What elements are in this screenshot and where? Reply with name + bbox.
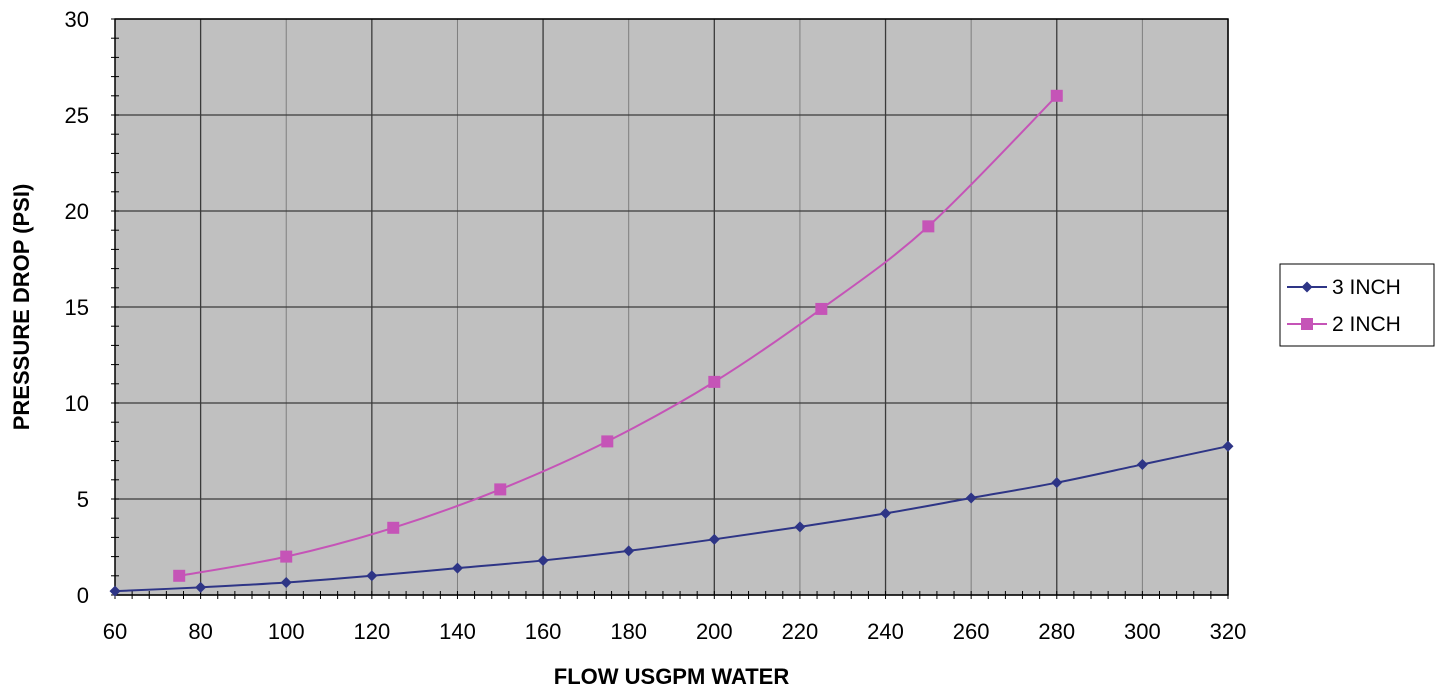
x-tick-label: 280 xyxy=(1038,619,1075,644)
y-tick-label: 5 xyxy=(77,487,89,512)
data-point-3-inch xyxy=(965,492,977,504)
data-point-3-inch xyxy=(280,577,292,589)
data-point-2-inch xyxy=(815,302,828,315)
x-tick-label: 180 xyxy=(610,619,647,644)
data-point-3-inch xyxy=(1051,477,1063,489)
x-tick-label: 160 xyxy=(525,619,562,644)
y-tick-labels: 0 5 10 15 20 25 30 xyxy=(65,7,89,608)
data-point-2-inch xyxy=(708,375,721,388)
y-tick-label: 25 xyxy=(65,103,89,128)
data-point-3-inch xyxy=(1222,440,1234,452)
y-tick-label: 15 xyxy=(65,295,89,320)
series-layer xyxy=(109,89,1234,597)
x-tick-label: 220 xyxy=(782,619,819,644)
legend-marker-3-inch xyxy=(1301,281,1313,293)
x-axis-title: FLOW USGPM WATER xyxy=(554,664,790,687)
x-tick-label: 300 xyxy=(1124,619,1161,644)
x-tick-label: 120 xyxy=(353,619,390,644)
data-point-3-inch xyxy=(109,585,121,597)
x-tick-label: 260 xyxy=(953,619,990,644)
data-point-3-inch xyxy=(794,521,806,533)
x-tick-labels: 60 80 100 120 140 160 180 200 220 240 260 280 300 320 xyxy=(103,619,1247,644)
data-point-2-inch xyxy=(922,220,935,233)
x-tick-label: 240 xyxy=(867,619,904,644)
series-2-inch xyxy=(173,89,1063,582)
data-point-3-inch xyxy=(623,545,635,557)
y-tick-label: 0 xyxy=(77,583,89,608)
y-tick-label: 10 xyxy=(65,391,89,416)
data-point-2-inch xyxy=(280,550,293,563)
data-point-2-inch xyxy=(1050,89,1063,102)
data-point-2-inch xyxy=(387,521,400,534)
data-point-3-inch xyxy=(1136,458,1148,470)
x-tick-label: 200 xyxy=(696,619,733,644)
series-3-inch xyxy=(109,440,1234,597)
legend-marker-2-inch xyxy=(1301,318,1313,330)
x-tick-label: 80 xyxy=(188,619,212,644)
data-point-3-inch xyxy=(708,533,720,545)
series-line-3-inch xyxy=(114,445,1229,593)
data-point-3-inch xyxy=(451,562,463,574)
legend-label-2-inch: 2 INCH xyxy=(1332,313,1401,336)
data-point-3-inch xyxy=(537,554,549,566)
series-line-2-inch xyxy=(179,95,1058,577)
y-tick-label: 30 xyxy=(65,7,89,32)
data-point-2-inch xyxy=(494,483,507,496)
x-tick-label: 320 xyxy=(1210,619,1247,644)
x-tick-label: 100 xyxy=(268,619,305,644)
y-axis-title: PRESSURE DROP (PSI) xyxy=(9,184,34,431)
data-point-2-inch xyxy=(601,435,614,448)
legend-entry-3-inch: 3 INCH xyxy=(1287,276,1401,299)
data-point-3-inch xyxy=(366,570,378,582)
data-point-3-inch xyxy=(195,581,207,593)
data-point-3-inch xyxy=(880,507,892,519)
legend-box xyxy=(1279,263,1435,347)
data-point-2-inch xyxy=(173,569,186,582)
legend-label-3-inch: 3 INCH xyxy=(1332,276,1401,299)
y-tick-label: 20 xyxy=(65,199,89,224)
x-tick-label: 60 xyxy=(103,619,127,644)
legend-entry-2-inch: 2 INCH xyxy=(1287,313,1401,336)
minor-ticks xyxy=(111,18,1229,599)
x-tick-label: 140 xyxy=(439,619,476,644)
legend: 3 INCH 2 INCH xyxy=(1279,263,1435,347)
